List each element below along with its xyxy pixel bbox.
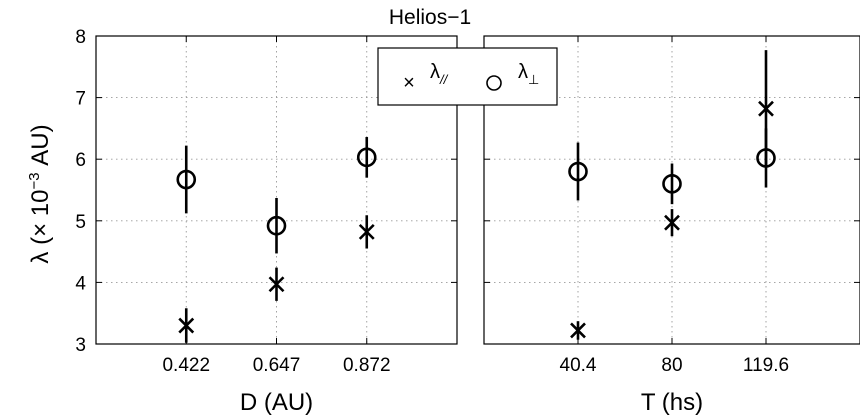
point-perpendicular bbox=[662, 174, 682, 194]
point-perpendicular bbox=[568, 161, 588, 182]
legend-box bbox=[377, 47, 558, 106]
x-tick-label: 0.872 bbox=[343, 355, 391, 376]
y-tick-label: 5 bbox=[75, 212, 86, 233]
plot-frame bbox=[483, 35, 860, 345]
y-tick-label: 3 bbox=[75, 335, 86, 356]
x-tick-label: 80 bbox=[661, 355, 682, 376]
x-tick-label: 0.647 bbox=[253, 355, 301, 376]
y-axis-label: λ (× 10−3 AU) bbox=[26, 124, 54, 263]
x-axis-label: D (AU) bbox=[240, 389, 313, 416]
chart-title: Helios−1 bbox=[389, 6, 471, 29]
x-tick-label: 0.422 bbox=[162, 355, 210, 376]
y-tick-label: 4 bbox=[75, 273, 86, 294]
x-tick-label: 119.6 bbox=[743, 355, 789, 376]
y-tick-label: 6 bbox=[75, 150, 86, 171]
point-parallel bbox=[758, 100, 774, 117]
point-perpendicular bbox=[266, 215, 287, 236]
panel-2: 40.4 80 119.6 T (hs) bbox=[483, 35, 860, 416]
point-perpendicular bbox=[356, 147, 377, 168]
x-axis-label: T (hs) bbox=[641, 389, 703, 416]
point-parallel bbox=[178, 317, 195, 334]
y-tick-label: 7 bbox=[75, 89, 86, 110]
point-parallel bbox=[570, 322, 586, 339]
legend: × λ// λ⊥ bbox=[377, 47, 558, 106]
legend-label-parallel: λ// bbox=[430, 61, 449, 87]
point-parallel bbox=[664, 214, 680, 231]
panel-1: 0.422 0.647 0.872 D (AU) bbox=[95, 35, 458, 416]
point-parallel bbox=[268, 276, 285, 293]
legend-marker-o bbox=[486, 75, 502, 91]
legend-marker-x: × bbox=[403, 72, 415, 94]
point-parallel bbox=[358, 223, 375, 240]
plot-frame bbox=[95, 35, 458, 345]
legend-label-perpendicular: λ⊥ bbox=[518, 61, 539, 87]
point-perpendicular bbox=[756, 148, 776, 168]
y-tick-label: 8 bbox=[75, 27, 86, 48]
point-perpendicular bbox=[176, 169, 197, 190]
x-tick-label: 40.4 bbox=[560, 355, 597, 376]
